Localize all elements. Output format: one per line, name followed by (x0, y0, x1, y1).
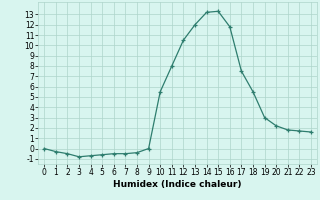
X-axis label: Humidex (Indice chaleur): Humidex (Indice chaleur) (113, 180, 242, 189)
